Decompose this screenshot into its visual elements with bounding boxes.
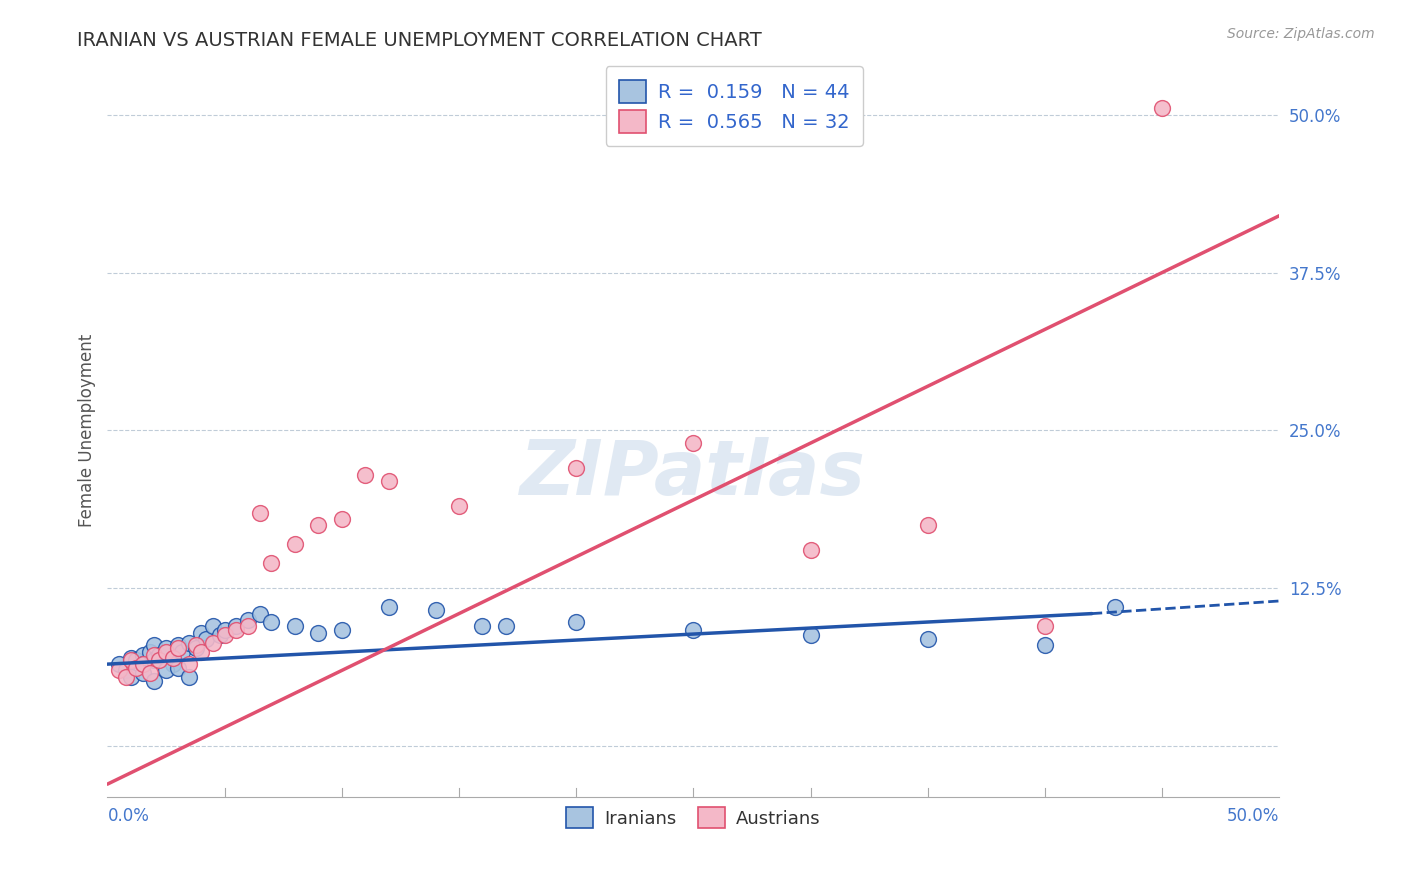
Point <box>148 653 170 667</box>
Point <box>166 661 188 675</box>
Point <box>124 661 146 675</box>
Point <box>236 619 259 633</box>
Point <box>124 653 146 667</box>
Point <box>682 623 704 637</box>
Point <box>260 615 283 630</box>
Point <box>201 619 224 633</box>
Point <box>447 500 470 514</box>
Point <box>307 518 329 533</box>
Point <box>201 635 224 649</box>
Point <box>138 665 160 680</box>
Point <box>143 648 166 663</box>
Point <box>115 670 138 684</box>
Point <box>377 474 399 488</box>
Point <box>108 657 131 672</box>
Point <box>155 640 177 655</box>
Point <box>800 543 823 558</box>
Point <box>330 623 353 637</box>
Point <box>565 615 588 630</box>
Point <box>208 628 231 642</box>
Point <box>249 607 271 621</box>
Point <box>260 556 283 570</box>
Point <box>1152 101 1174 115</box>
Point <box>214 623 236 637</box>
Point <box>682 436 704 450</box>
Point <box>225 623 247 637</box>
Point <box>190 625 212 640</box>
Point <box>307 625 329 640</box>
Point <box>249 506 271 520</box>
Point <box>179 635 201 649</box>
Point <box>1033 638 1056 652</box>
Text: Source: ZipAtlas.com: Source: ZipAtlas.com <box>1227 27 1375 41</box>
Point <box>143 638 166 652</box>
Point <box>425 603 447 617</box>
Y-axis label: Female Unemployment: Female Unemployment <box>79 334 96 527</box>
Point <box>354 467 377 482</box>
Text: IRANIAN VS AUSTRIAN FEMALE UNEMPLOYMENT CORRELATION CHART: IRANIAN VS AUSTRIAN FEMALE UNEMPLOYMENT … <box>77 31 762 50</box>
Point <box>131 665 153 680</box>
Text: 50.0%: 50.0% <box>1227 807 1279 825</box>
Point <box>131 648 153 663</box>
Point <box>186 638 208 652</box>
Point <box>284 537 307 551</box>
Point <box>214 628 236 642</box>
Legend: Iranians, Austrians: Iranians, Austrians <box>560 800 828 836</box>
Point <box>330 512 353 526</box>
Point <box>917 518 939 533</box>
Text: 0.0%: 0.0% <box>107 807 149 825</box>
Point <box>495 619 517 633</box>
Point <box>377 600 399 615</box>
Point <box>155 644 177 658</box>
Point <box>143 673 166 688</box>
Point <box>917 632 939 646</box>
Point <box>471 619 494 633</box>
Point <box>108 664 131 678</box>
Point <box>172 644 194 658</box>
Point <box>179 670 201 684</box>
Point <box>800 628 823 642</box>
Text: ZIPatlas: ZIPatlas <box>520 437 866 511</box>
Point <box>186 640 208 655</box>
Point <box>565 461 588 475</box>
Point <box>1104 600 1126 615</box>
Point <box>166 640 188 655</box>
Point <box>115 664 138 678</box>
Point <box>148 648 170 663</box>
Point <box>225 619 247 633</box>
Point <box>120 670 142 684</box>
Point <box>143 653 166 667</box>
Point <box>162 650 184 665</box>
Point <box>138 644 160 658</box>
Point <box>162 657 184 672</box>
Point <box>131 657 153 672</box>
Point <box>190 644 212 658</box>
Point <box>284 619 307 633</box>
Point <box>1033 619 1056 633</box>
Point <box>120 653 142 667</box>
Point <box>236 613 259 627</box>
Point <box>131 657 153 672</box>
Point <box>120 650 142 665</box>
Point <box>155 664 177 678</box>
Point <box>179 657 201 672</box>
Point <box>166 638 188 652</box>
Point <box>194 632 217 646</box>
